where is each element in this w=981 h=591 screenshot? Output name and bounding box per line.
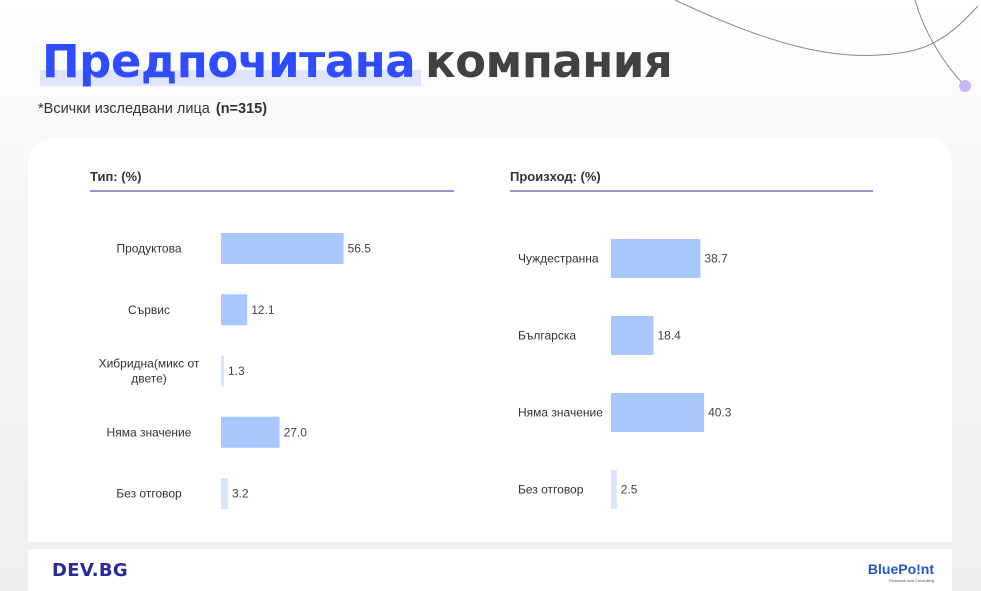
bar-type-4 xyxy=(221,478,228,509)
data-label-type-2: 1.3 xyxy=(228,364,245,378)
data-label-type-4: 3.2 xyxy=(232,487,249,501)
data-label-type-0: 56.5 xyxy=(348,242,372,256)
page-subtitle: *Всички изследвани лица (n=315) xyxy=(38,101,267,117)
category-label-type-1: Сървис xyxy=(128,303,170,317)
data-label-origin-2: 40.3 xyxy=(708,406,732,420)
bar-type-2 xyxy=(221,355,224,387)
data-label-origin-1: 18.4 xyxy=(658,329,682,343)
data-label-type-1: 12.1 xyxy=(251,303,275,317)
category-label-origin-3: Без отговор xyxy=(518,483,584,497)
bar-origin-0 xyxy=(611,239,701,278)
devbg-logo: DEV.BG xyxy=(52,560,128,581)
category-label-type-4: Без отговор xyxy=(116,487,182,501)
bar-origin-3 xyxy=(611,470,617,509)
data-label-origin-3: 2.5 xyxy=(621,483,638,497)
category-label-type-2: Хибридна(микс от двете) xyxy=(99,357,200,386)
chart-type-title: Тип: (%) xyxy=(90,169,142,184)
bar-type-0 xyxy=(221,233,344,264)
category-label-origin-1: Българска xyxy=(518,329,576,343)
bluepoint-logo-tagline: Research and Consulting xyxy=(889,578,934,583)
page-title-rest: компания xyxy=(425,35,673,88)
bar-type-1 xyxy=(221,294,248,326)
chart-type-rule xyxy=(90,190,454,192)
bar-charts: 56.5 Продуктова 12.1 Сървис 1.3 Хибридна(микс… xyxy=(99,233,732,509)
category-label-origin-2: Няма значение xyxy=(518,406,603,420)
chart-origin-title: Произход: (%) xyxy=(510,169,601,184)
data-label-origin-0: 38.7 xyxy=(704,252,728,266)
page-title-highlight: Предпочитана xyxy=(40,35,422,88)
chart-origin-rule xyxy=(510,190,873,192)
sample-size: (n=315) xyxy=(215,101,268,117)
decorative-dot xyxy=(959,80,971,92)
bar-type-3 xyxy=(221,416,280,448)
page-title: Предпочитана компания xyxy=(40,32,673,92)
subtitle-text: *Всички изследвани лица xyxy=(38,101,210,117)
bluepoint-logo: BluePo!nt Research and Consulting xyxy=(868,561,934,583)
category-label-origin-0: Чуждестранна xyxy=(518,252,599,266)
category-label-type-3: Няма значение xyxy=(107,425,192,439)
data-label-type-3: 27.0 xyxy=(284,425,308,439)
bar-origin-2 xyxy=(611,393,705,432)
bluepoint-logo-name: BluePo!nt xyxy=(868,561,934,577)
footer: DEV.BG BluePo!nt Research and Consulting xyxy=(28,549,952,591)
chart-card: Тип: (%) Произход: (%) 56.5 Продуктова 12.… xyxy=(28,138,952,542)
category-label-type-0: Продуктова xyxy=(116,242,181,256)
bar-origin-1 xyxy=(611,316,654,355)
